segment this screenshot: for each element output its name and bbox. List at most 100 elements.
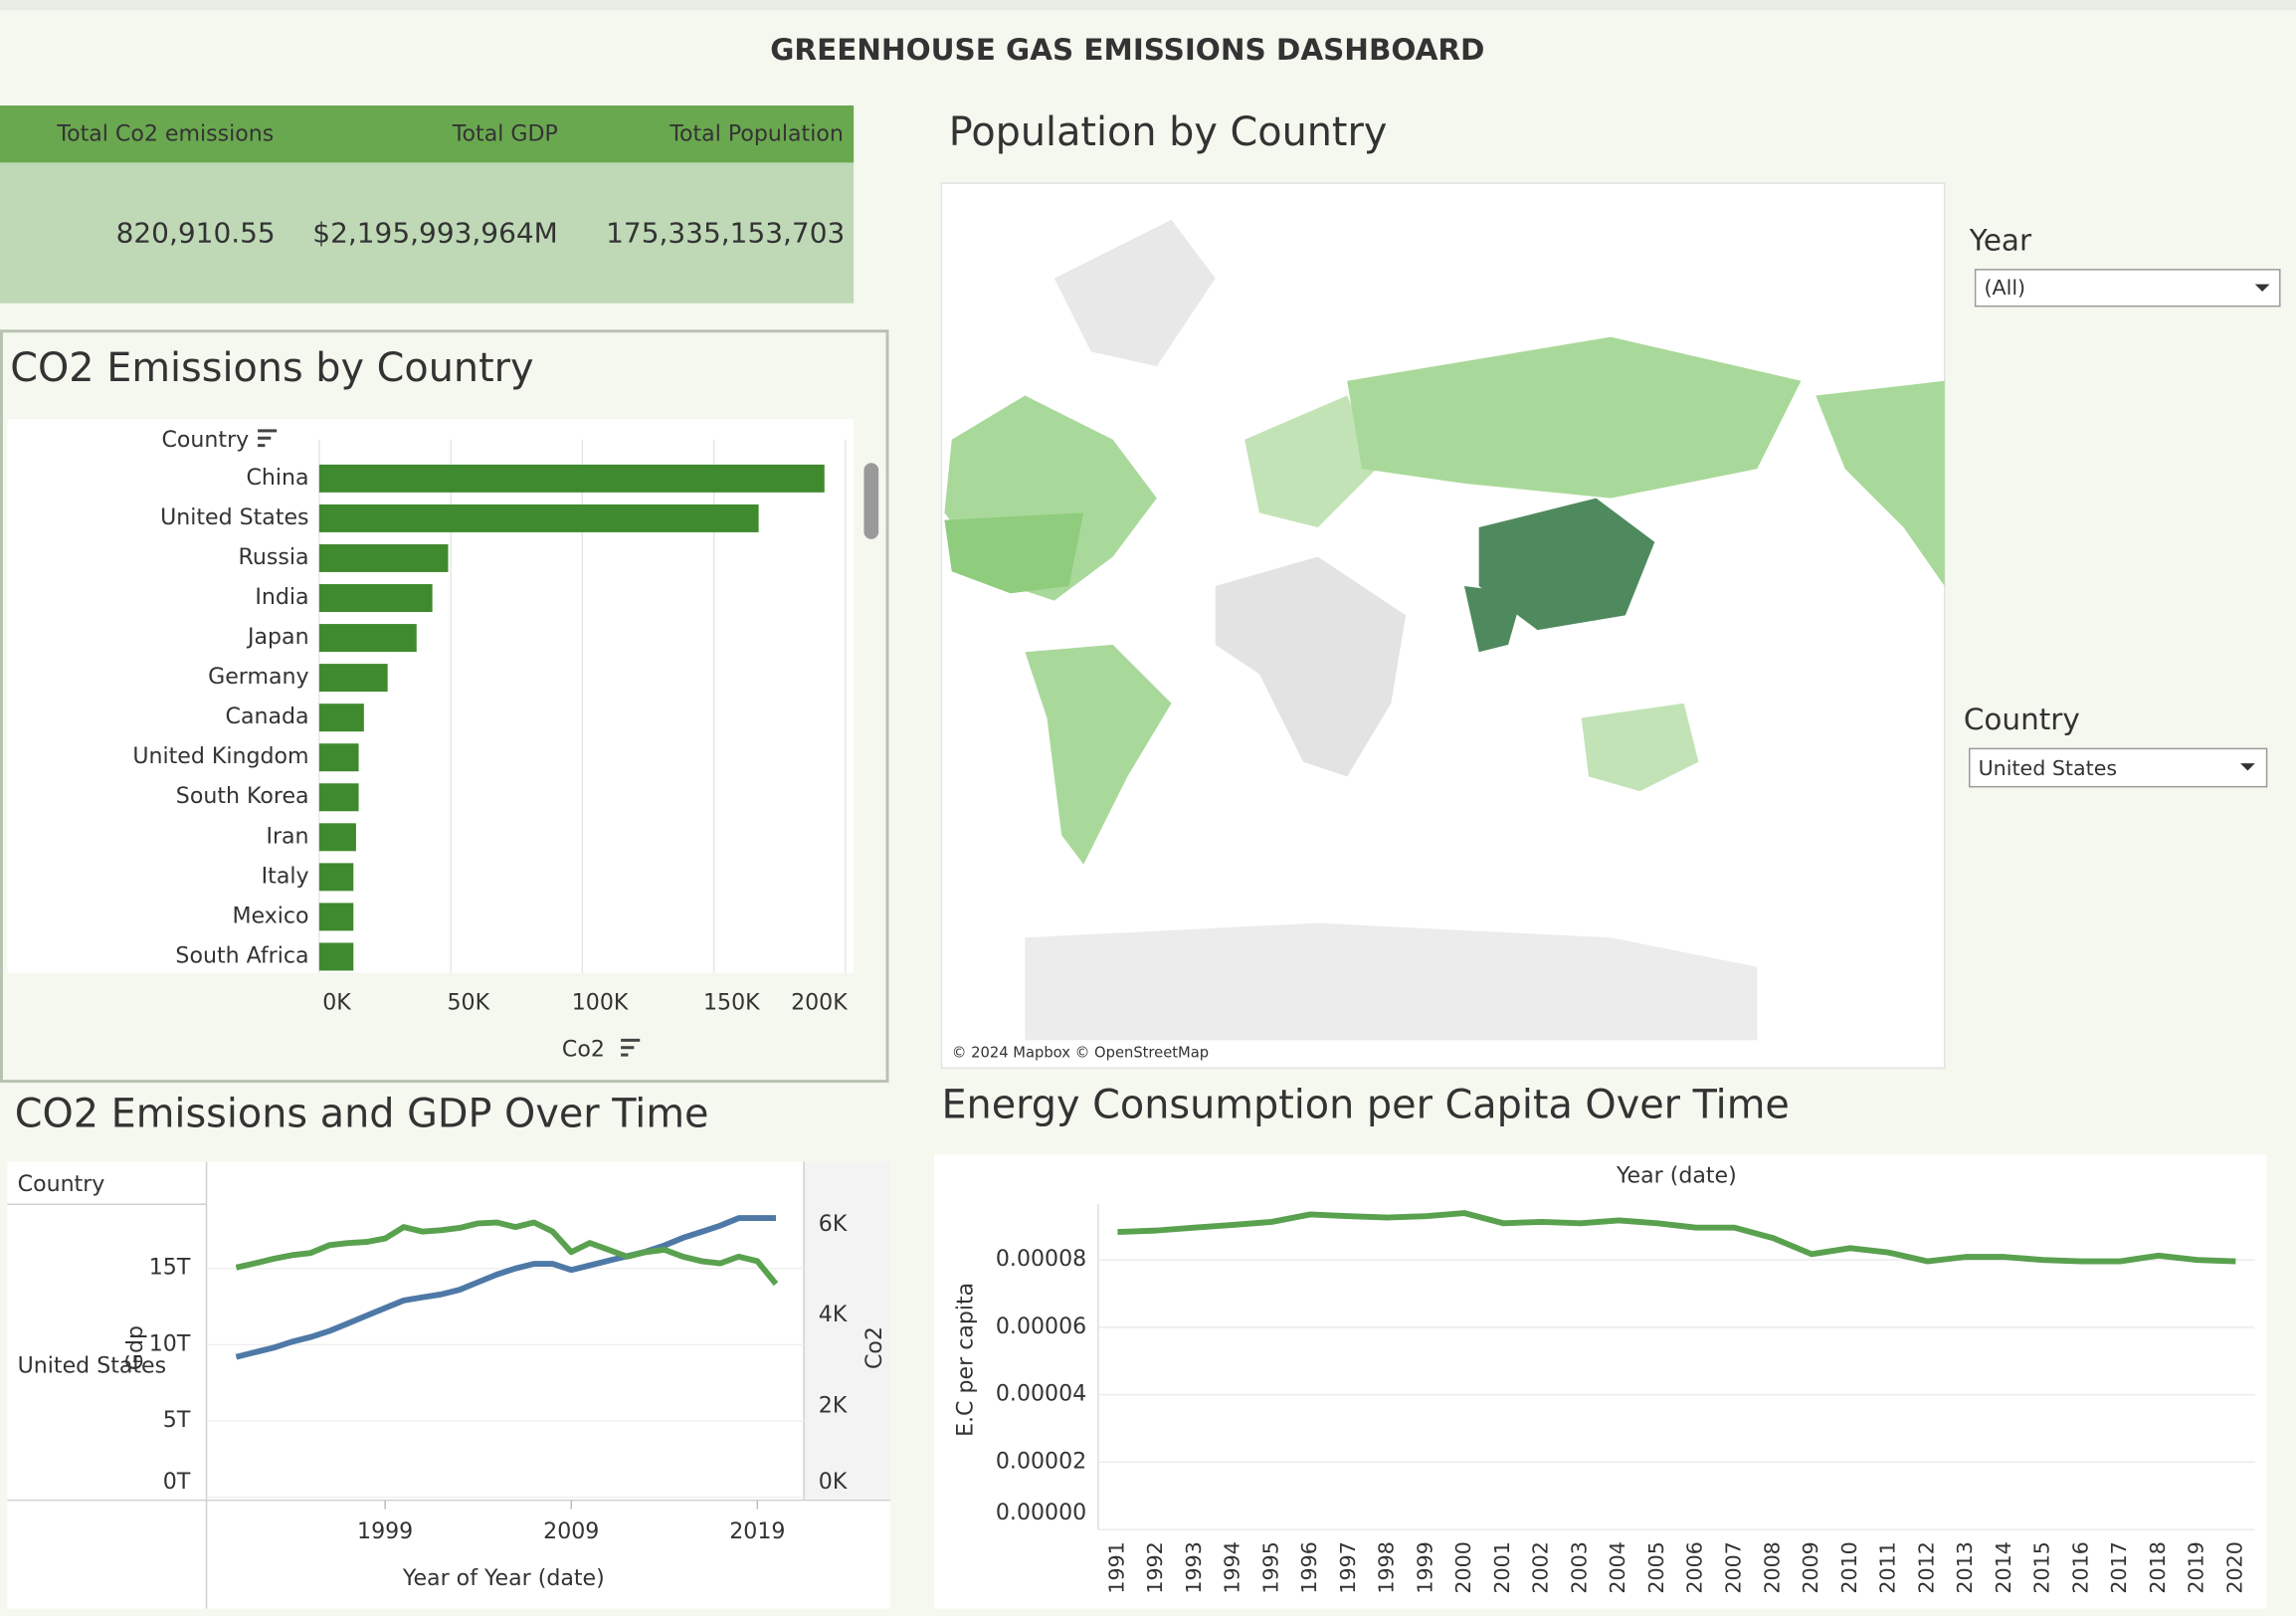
x-tick-label: 2005 (1644, 1541, 1668, 1593)
row-header: Country (18, 1172, 105, 1197)
sort-icon[interactable] (621, 1038, 641, 1057)
y2-tick-label: 0K (819, 1470, 848, 1495)
y-tick-label: 0.00004 (996, 1382, 1086, 1407)
bar (318, 942, 354, 971)
india (1463, 585, 1523, 653)
y-tick-label: India (255, 585, 308, 610)
bar (318, 704, 364, 732)
x-tick-label: 2018 (2146, 1541, 2170, 1593)
x-tick-label: 2002 (1529, 1541, 1553, 1593)
russia (1347, 336, 1802, 499)
bar (318, 743, 359, 772)
axis-title: Co2 (562, 1038, 605, 1063)
dashboard-title: GREENHOUSE GAS EMISSIONS DASHBOARD (770, 33, 1484, 67)
line-series (235, 1215, 776, 1360)
kpi-label: Total GDP (452, 121, 558, 146)
axis-background (804, 1161, 890, 1501)
dropdown-arrow[interactable] (2254, 284, 2270, 292)
x-tick-label: 2004 (1606, 1541, 1629, 1593)
x-tick-label: 2008 (1760, 1541, 1784, 1593)
y-tick-label: 5T (163, 1408, 191, 1433)
x-tick-label: 1991 (1104, 1541, 1128, 1593)
y-tick-label: 15T (149, 1256, 191, 1281)
greenland (1053, 219, 1216, 367)
bar (318, 543, 449, 572)
x-tick-label: 2000 (1451, 1541, 1475, 1593)
attribution-bg (947, 1040, 1204, 1064)
kpi-label: Total Population (669, 121, 844, 146)
y-tick-label: United Kingdom (132, 744, 308, 769)
y-tick-label: Italy (262, 864, 309, 889)
x-tick-label: 1992 (1143, 1541, 1167, 1593)
line-series (1117, 1210, 2236, 1265)
axis-title: Year (date) (1616, 1163, 1737, 1188)
x-tick-label: 2014 (1992, 1541, 2015, 1593)
filter-label: Country (1964, 703, 2080, 736)
plot-background (7, 419, 855, 973)
chart-title: Population by Country (949, 109, 1388, 155)
usa (944, 512, 1084, 594)
x-tick-label: 2009 (543, 1519, 599, 1544)
x-tick-label: 1994 (1221, 1541, 1244, 1593)
x-tick-label: 2010 (1837, 1541, 1861, 1593)
kpi-value: 820,910.55 (116, 217, 276, 250)
sort-icon[interactable] (258, 429, 278, 448)
x-tick-label: 2020 (2222, 1541, 2246, 1593)
y-tick-label: Russia (239, 545, 309, 570)
bar (318, 823, 356, 852)
y-tick-label: South Korea (176, 784, 309, 809)
x-tick-label: 2003 (1567, 1541, 1591, 1593)
axis-title: Co2 (862, 1326, 887, 1369)
x-tick-label: 1993 (1182, 1541, 1206, 1593)
filter-dropdown[interactable] (1969, 747, 2268, 788)
row-label: United States (18, 1354, 166, 1379)
bar (318, 624, 417, 653)
y-tick-label: United States (160, 505, 308, 530)
x-tick-label: 2017 (2107, 1541, 2131, 1593)
dropdown-arrow[interactable] (2240, 763, 2255, 771)
y-tick-label: China (247, 466, 309, 491)
y-tick-label: 0.00002 (996, 1449, 1086, 1474)
axis-title: Year of Year (date) (402, 1566, 605, 1591)
y-tick-label: Canada (226, 705, 309, 729)
x-tick-label: 2012 (1914, 1541, 1938, 1593)
x-tick-label: 50K (448, 991, 490, 1016)
x-tick-label: 100K (572, 991, 629, 1016)
x-tick-label: 2007 (1722, 1541, 1746, 1593)
australia (1581, 703, 1699, 792)
bar (318, 464, 825, 493)
x-tick-label: 2019 (2185, 1541, 2208, 1593)
x-tick-label: 1997 (1336, 1541, 1360, 1593)
y-tick-label: 0.00000 (996, 1501, 1086, 1525)
filter-dropdown[interactable] (1974, 269, 2281, 307)
y-tick-label: Iran (266, 824, 308, 849)
filter-value: United States (1979, 756, 2118, 780)
africa (1215, 556, 1407, 777)
y-tick-label: 10T (149, 1331, 191, 1356)
bar (318, 584, 433, 612)
scrollbar[interactable] (863, 463, 879, 539)
south-america (1025, 644, 1172, 865)
y2-tick-label: 2K (819, 1393, 848, 1418)
filter-label: Year (1969, 223, 2032, 257)
x-tick-label: 2006 (1683, 1541, 1707, 1593)
x-tick-label: 1996 (1297, 1541, 1321, 1593)
kpi-header (0, 105, 855, 163)
attribution: © 2024 Mapbox © OpenStreetMap (952, 1045, 1209, 1062)
kpi-body (0, 162, 855, 303)
europe (1244, 395, 1377, 528)
x-tick-label: 2019 (729, 1519, 785, 1544)
bar (318, 664, 388, 693)
antarctica (1025, 922, 1758, 1041)
bar (318, 903, 354, 931)
y2-tick-label: 4K (819, 1303, 848, 1327)
axis-title: Country (162, 428, 250, 453)
x-tick-label: 1999 (357, 1519, 413, 1544)
bar (318, 783, 359, 812)
line-series (235, 1219, 779, 1287)
kpi-value: 175,335,153,703 (606, 217, 845, 250)
x-tick-label: 2001 (1490, 1541, 1514, 1593)
china (1478, 498, 1655, 631)
y-tick-label: 0.00006 (996, 1314, 1086, 1339)
alaska-canada (1816, 380, 1945, 586)
